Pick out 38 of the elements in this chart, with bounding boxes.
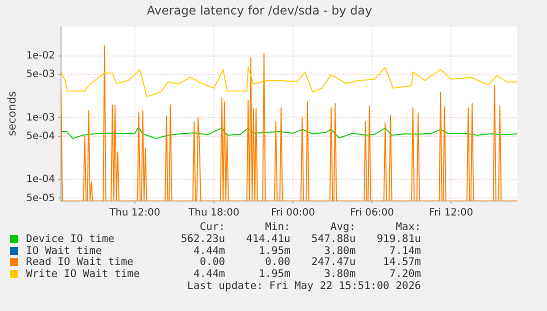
x-tick-label: Fri 06:00 [350, 208, 394, 219]
x-tick-label: Fri 12:00 [429, 208, 474, 219]
y-tick-label: 5e-04 [26, 130, 56, 142]
text: 3.80m [323, 244, 356, 257]
x-tick-label: Fri 00:00 [271, 208, 315, 219]
legend-label: Device IO time [25, 232, 116, 246]
y-tick-label: 5e-03 [26, 69, 56, 80]
text: Min: [264, 221, 290, 234]
text: 0.00 [264, 256, 290, 269]
y-axis-title: seconds [5, 90, 18, 136]
text: 4.44m [192, 244, 226, 257]
text: Last update: Fri May 22 15:51:00 2026 [186, 280, 421, 293]
text: 247.47u [310, 256, 356, 269]
text: 1.95m [258, 268, 290, 281]
chart-title: Average latency for /dev/sda - by day [146, 3, 372, 18]
text: 414.41u [245, 232, 290, 246]
text: 562.23u [180, 232, 226, 246]
text: 0.00 [198, 256, 226, 269]
legend-label: IO Wait time [25, 244, 103, 257]
text: Max: [394, 221, 421, 234]
text: 4.44m [192, 268, 226, 281]
y-tick-label: 1e-03 [26, 112, 56, 124]
text: 7.20m [388, 268, 421, 281]
x-tick-label: Thu 18:00 [188, 208, 240, 219]
text: 919.81u [376, 232, 421, 246]
legend-label: Write IO Wait time [25, 268, 141, 281]
text: Cur: [198, 221, 226, 234]
legend-label: Read IO Wait time [25, 256, 134, 269]
y-tick-label: 5e-05 [26, 192, 56, 204]
text: 3.80m [323, 268, 356, 281]
text: 547.88u [310, 232, 356, 246]
text: 7.14m [388, 244, 421, 257]
y-tick-label: 1e-04 [26, 174, 56, 186]
y-tick-label: 1e-02 [26, 50, 56, 62]
text: Avg: [329, 221, 356, 234]
text: 1.95m [258, 244, 290, 257]
text: 14.57m [382, 256, 421, 269]
x-tick-label: Thu 12:00 [108, 208, 160, 219]
